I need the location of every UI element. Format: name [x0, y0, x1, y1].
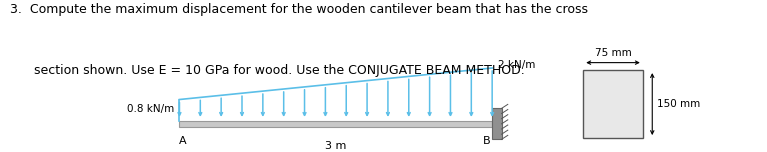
Text: 2 kN/m: 2 kN/m — [499, 60, 536, 70]
Bar — [583, 70, 643, 138]
Text: 3 m: 3 m — [325, 141, 347, 151]
Text: 75 mm: 75 mm — [594, 48, 631, 58]
Text: 3.  Compute the maximum displacement for the wooden cantilever beam that has the: 3. Compute the maximum displacement for … — [10, 3, 588, 16]
Text: B: B — [483, 136, 491, 146]
Bar — [492, 108, 502, 139]
Text: 150 mm: 150 mm — [657, 99, 700, 109]
Text: section shown. Use E = 10 GPa for wood. Use the CONJUGATE BEAM METHOD.: section shown. Use E = 10 GPa for wood. … — [10, 64, 525, 77]
Text: A: A — [179, 136, 186, 146]
Bar — [179, 121, 492, 127]
Text: 0.8 kN/m: 0.8 kN/m — [127, 104, 174, 114]
